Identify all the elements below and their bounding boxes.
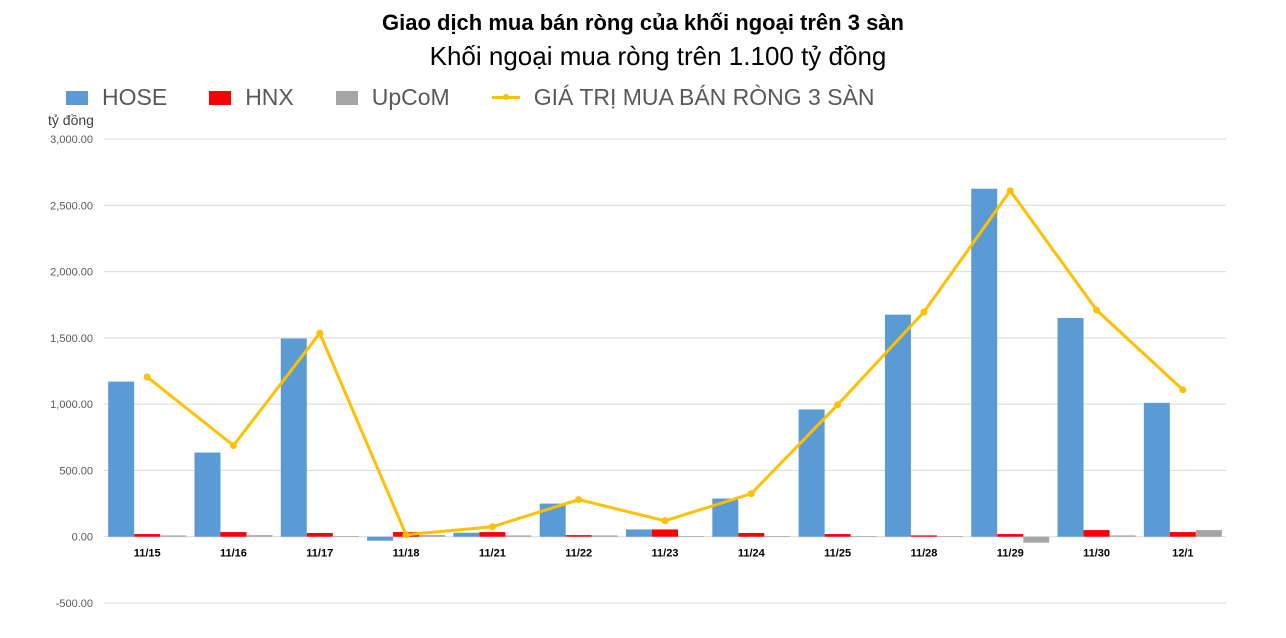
x-tick-label: 11/16 bbox=[220, 548, 247, 560]
bar-upcom bbox=[419, 535, 446, 537]
y-tick-label: 1,500.00 bbox=[50, 333, 93, 345]
bar-upcom bbox=[591, 535, 618, 537]
bar-hnx bbox=[910, 535, 937, 537]
bar-hnx bbox=[220, 532, 247, 537]
bar-hose bbox=[626, 529, 652, 537]
legend-label: GIÁ TRỊ MUA BÁN RÒNG 3 SÀN bbox=[533, 84, 875, 110]
bar-upcom bbox=[246, 535, 273, 537]
bar-hnx bbox=[134, 534, 161, 537]
bar-hose bbox=[280, 338, 307, 537]
bar-hnx bbox=[738, 533, 765, 537]
line-point bbox=[316, 329, 324, 337]
bar-hnx bbox=[479, 532, 506, 537]
line-point bbox=[920, 308, 928, 316]
x-tick-label: 11/24 bbox=[738, 548, 766, 560]
bar-hnx bbox=[306, 533, 333, 537]
bar-hose bbox=[1057, 317, 1084, 537]
bar-hnx bbox=[1083, 530, 1110, 537]
legend-swatch bbox=[335, 90, 358, 105]
x-tick-label: 11/29 bbox=[997, 548, 1024, 560]
line-point bbox=[229, 442, 237, 450]
x-tick-label: 11/17 bbox=[306, 548, 333, 560]
y-tick-label: 1,000.00 bbox=[50, 399, 93, 411]
bar-hnx bbox=[565, 535, 592, 537]
legend-item-upcom: UpCoM bbox=[335, 84, 450, 111]
chart-subtitle: Khối ngoại mua ròng trên 1.100 tỷ đồng bbox=[429, 41, 887, 71]
bar-upcom bbox=[1109, 535, 1136, 537]
line-point bbox=[488, 523, 496, 531]
bar-upcom bbox=[160, 535, 187, 537]
bar-upcom bbox=[678, 536, 704, 537]
y-tick-label: 2,500.00 bbox=[50, 200, 93, 212]
bar-hose bbox=[194, 452, 221, 537]
line-point bbox=[1093, 306, 1101, 314]
x-tick-label: 12/1 bbox=[1172, 548, 1193, 560]
legend-item-hose: HOSE bbox=[66, 84, 167, 111]
bar-hnx bbox=[997, 534, 1024, 537]
legend-label: HNX bbox=[245, 84, 294, 110]
line-point bbox=[402, 531, 410, 539]
y-tick-label: 0.00 bbox=[72, 532, 93, 544]
x-tick-label: 11/15 bbox=[134, 548, 161, 560]
legend: HOSE HNX UpCoM GIÁ TRỊ MUA BÁN RÒNG 3 SÀ… bbox=[66, 84, 917, 111]
bar-hose bbox=[108, 381, 135, 537]
bar-hnx bbox=[652, 529, 678, 537]
x-tick-label: 11/28 bbox=[910, 548, 937, 560]
line-point bbox=[747, 490, 755, 498]
line-point bbox=[575, 496, 583, 504]
legend-item-hnx: HNX bbox=[209, 84, 294, 111]
y-tick-label: -500.00 bbox=[56, 598, 93, 610]
bar-hnx bbox=[1169, 532, 1196, 537]
x-tick-label: 11/21 bbox=[479, 548, 506, 560]
bar-upcom bbox=[764, 536, 791, 537]
bar-upcom bbox=[1195, 530, 1222, 537]
legend-label: UpCoM bbox=[371, 84, 450, 110]
bar-hnx bbox=[824, 534, 851, 537]
bar-hose bbox=[884, 314, 911, 537]
bar-hose bbox=[798, 409, 825, 537]
bar-hose bbox=[367, 536, 394, 541]
line-point bbox=[143, 373, 151, 381]
legend-swatch bbox=[66, 90, 88, 105]
line-point bbox=[1006, 187, 1014, 195]
bar-upcom bbox=[936, 536, 963, 537]
x-tick-label: 11/25 bbox=[824, 548, 851, 560]
x-tick-label: 11/18 bbox=[393, 548, 420, 560]
line-point bbox=[661, 517, 669, 525]
bar-hose bbox=[453, 532, 480, 537]
y-axis-label: tỷ đồng bbox=[48, 112, 94, 128]
legend-label: HOSE bbox=[102, 84, 168, 110]
legend-item-total: GIÁ TRỊ MUA BÁN RÒNG 3 SÀN bbox=[491, 84, 875, 111]
bar-upcom bbox=[505, 535, 532, 537]
bar-hose bbox=[971, 188, 998, 537]
bar-hose bbox=[1143, 402, 1170, 537]
line-point bbox=[1179, 386, 1187, 394]
y-tick-label: 3,000.00 bbox=[50, 134, 93, 146]
x-tick-label: 11/22 bbox=[565, 548, 592, 560]
legend-swatch bbox=[209, 90, 232, 105]
y-tick-label: 2,000.00 bbox=[50, 267, 93, 279]
legend-swatch bbox=[491, 94, 520, 100]
x-tick-label: 11/23 bbox=[652, 548, 679, 560]
bar-upcom bbox=[1023, 536, 1050, 543]
line-point bbox=[834, 401, 842, 409]
x-tick-label: 11/30 bbox=[1083, 548, 1110, 560]
y-tick-label: 500.00 bbox=[59, 465, 93, 477]
bar-upcom bbox=[850, 536, 877, 537]
bar-upcom bbox=[332, 536, 359, 537]
chart-title: Giao dịch mua bán ròng của khối ngoại tr… bbox=[382, 10, 904, 35]
